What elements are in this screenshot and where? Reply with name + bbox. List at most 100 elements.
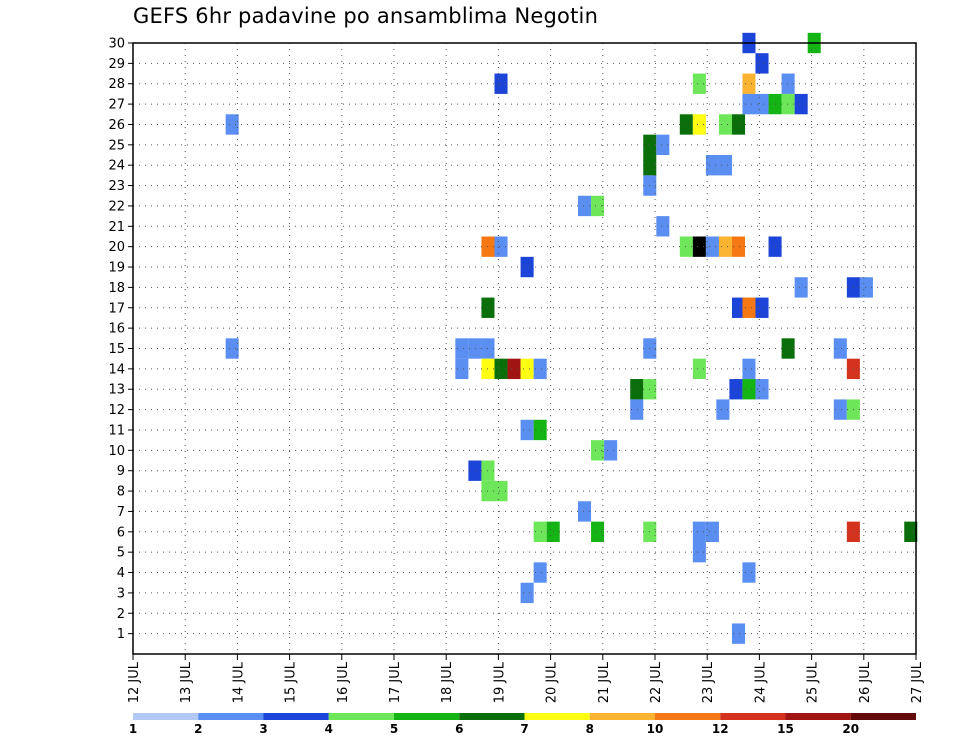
heatmap-cell [591, 195, 605, 217]
y-tick-label: 3 [117, 586, 125, 601]
y-tick-label: 29 [108, 57, 125, 72]
heatmap-cell [705, 236, 719, 257]
heatmap-cell [604, 440, 618, 461]
heatmap-cell [692, 73, 706, 94]
heatmap-cell [794, 93, 808, 115]
legend-label: 4 [325, 722, 333, 736]
y-tick-label: 24 [108, 159, 125, 174]
y-tick-label: 27 [108, 98, 125, 113]
plot-frame [132, 42, 917, 655]
heatmap-cell [794, 277, 808, 298]
heatmap-cell [718, 114, 732, 135]
heatmap-cell [692, 236, 706, 257]
y-tick-label: 16 [108, 322, 125, 337]
x-axis: 12 JUL 13 JUL 14 JUL 15 JUL 16 JUL 17 JUL 18 J… [127, 654, 925, 703]
heatmap-cell [742, 358, 756, 380]
x-tick-label: 24 JUL [753, 661, 768, 703]
heatmap-cell [520, 358, 534, 380]
legend-label: 5 [390, 722, 398, 736]
heatmap-cell [578, 501, 592, 522]
heatmap-cell [742, 379, 756, 400]
legend-swatch [459, 713, 525, 720]
legend-swatch [263, 713, 329, 720]
y-tick-label: 12 [108, 403, 125, 418]
heatmap-cell [494, 236, 508, 257]
y-tick-label: 30 [108, 37, 125, 52]
legend-label: 6 [455, 722, 463, 736]
x-tick-label: 21 JUL [597, 661, 612, 703]
legend-label: 8 [586, 722, 594, 736]
heatmap-cell [578, 195, 592, 217]
heatmap-cell [656, 216, 670, 237]
heatmap-cell [455, 338, 469, 359]
heatmap-cell [520, 419, 534, 441]
y-tick-label: 21 [108, 220, 125, 235]
y-tick-label: 1 [117, 627, 125, 642]
heatmap-cell [716, 399, 730, 420]
chart-title: GEFS 6hr padavine po ansamblima Negotin [133, 4, 599, 28]
y-axis: 1234567891011121314151617181920212223242… [108, 37, 133, 642]
x-tick-label: 25 JUL [806, 661, 821, 703]
heatmap-cell [742, 73, 756, 94]
y-tick-label: 25 [108, 138, 125, 153]
heatmap-cell [494, 358, 508, 380]
x-tick-label: 26 JUL [858, 661, 873, 703]
y-tick-label: 17 [108, 301, 125, 316]
x-tick-label: 20 JUL [545, 661, 560, 703]
heatmap-cell [755, 53, 769, 74]
heatmap-cell [755, 297, 769, 318]
heatmap-cell [705, 521, 719, 542]
heatmap-cell [679, 114, 693, 135]
heatmap-cell [591, 521, 605, 542]
heatmap-cell [833, 338, 847, 359]
y-tick-label: 8 [117, 485, 125, 500]
y-tick-label: 14 [108, 362, 125, 377]
heatmap-cell [692, 114, 706, 135]
y-tick-label: 2 [117, 607, 125, 622]
heatmap-cell [533, 521, 547, 542]
legend-swatch [785, 713, 851, 720]
x-tick-label: 19 JUL [492, 661, 507, 703]
x-tick-label: 22 JUL [649, 661, 664, 703]
y-tick-label: 22 [108, 199, 125, 214]
y-tick-label: 13 [108, 383, 125, 398]
y-tick-label: 5 [117, 546, 125, 561]
heatmap-cell [732, 236, 746, 257]
heatmap-cell [742, 297, 756, 318]
heatmap-cell [507, 358, 521, 380]
heatmap-cell [468, 460, 482, 481]
heatmap-cell [755, 93, 769, 115]
heatmap-cell [732, 623, 746, 644]
heatmap-cell [904, 521, 918, 542]
heatmap-cell [833, 399, 847, 420]
x-tick-label: 27 JUL [910, 661, 925, 703]
heatmap-cell [494, 480, 508, 502]
heatmap-cell [859, 277, 873, 298]
heatmap-cell [533, 358, 547, 380]
y-tick-label: 4 [117, 566, 125, 581]
heatmap-cell [494, 73, 508, 94]
legend-label: 15 [777, 722, 794, 736]
y-tick-label: 15 [108, 342, 125, 357]
x-tick-label: 23 JUL [701, 661, 716, 703]
y-tick-label: 20 [108, 240, 125, 255]
heatmap-cell [225, 338, 239, 359]
heatmap-cell [781, 73, 795, 94]
x-tick-label: 14 JUL [231, 661, 246, 703]
legend-label: 2 [194, 722, 202, 736]
legend-label: 1 [129, 722, 137, 736]
heatmap-cell [705, 155, 719, 176]
y-tick-label: 10 [108, 444, 125, 459]
legend-label: 3 [259, 722, 267, 736]
heatmap-cell [630, 399, 644, 420]
y-tick-label: 23 [108, 179, 125, 194]
legend-swatch [720, 713, 786, 720]
y-tick-label: 28 [108, 77, 125, 92]
heatmap-cell [225, 114, 239, 135]
heatmap-cell [742, 93, 756, 115]
y-tick-label: 7 [117, 505, 125, 520]
heatmap-cell [533, 419, 547, 441]
heatmap-cell [692, 358, 706, 380]
heatmap-cell [729, 379, 743, 400]
